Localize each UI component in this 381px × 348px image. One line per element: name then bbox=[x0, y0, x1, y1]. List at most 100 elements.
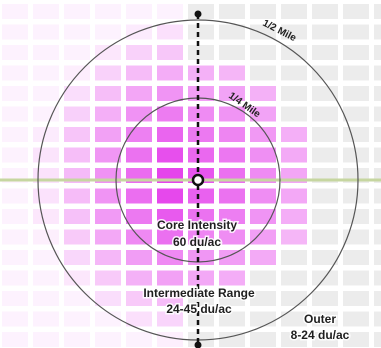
building-block bbox=[95, 250, 121, 265]
building-block bbox=[374, 270, 381, 286]
building-block bbox=[2, 45, 28, 60]
building-block bbox=[219, 229, 245, 245]
building-block bbox=[95, 209, 121, 224]
building-block bbox=[95, 291, 121, 306]
building-block bbox=[33, 127, 59, 142]
building-block bbox=[281, 65, 307, 81]
building-block bbox=[33, 24, 59, 40]
building-block bbox=[126, 45, 152, 60]
building-block bbox=[312, 86, 338, 101]
building-block bbox=[374, 311, 381, 327]
building-block bbox=[2, 250, 28, 265]
building-block bbox=[33, 229, 59, 245]
building-block bbox=[343, 86, 369, 101]
building-block bbox=[157, 229, 183, 245]
building-block bbox=[64, 106, 90, 122]
building-block bbox=[126, 188, 152, 204]
building-block bbox=[188, 250, 214, 265]
building-block bbox=[281, 209, 307, 224]
building-block bbox=[312, 209, 338, 224]
building-block bbox=[33, 291, 59, 306]
building-block bbox=[95, 188, 121, 204]
core-zone-density: 60 du/ac bbox=[173, 235, 221, 249]
building-block bbox=[281, 24, 307, 40]
building-block bbox=[312, 291, 338, 306]
building-block bbox=[157, 147, 183, 163]
building-block bbox=[2, 209, 28, 224]
building-block bbox=[343, 270, 369, 286]
building-block bbox=[157, 45, 183, 60]
building-block bbox=[250, 291, 276, 306]
building-block bbox=[219, 147, 245, 163]
building-block bbox=[374, 24, 381, 40]
building-block bbox=[281, 250, 307, 265]
building-block bbox=[250, 127, 276, 142]
building-block bbox=[343, 45, 369, 60]
building-block bbox=[33, 270, 59, 286]
building-block bbox=[64, 147, 90, 163]
intermediate-zone-density: 24-45 du/ac bbox=[166, 302, 232, 316]
building-block bbox=[312, 4, 338, 19]
building-block bbox=[157, 24, 183, 40]
building-block bbox=[250, 332, 276, 347]
building-block bbox=[374, 127, 381, 142]
building-block bbox=[219, 106, 245, 122]
building-block bbox=[33, 311, 59, 327]
building-block bbox=[95, 45, 121, 60]
building-block bbox=[126, 270, 152, 286]
building-block bbox=[2, 291, 28, 306]
building-block bbox=[250, 106, 276, 122]
building-block bbox=[2, 4, 28, 19]
building-block bbox=[343, 106, 369, 122]
building-block bbox=[374, 65, 381, 81]
building-block bbox=[157, 65, 183, 81]
building-block bbox=[343, 209, 369, 224]
building-block bbox=[157, 332, 183, 347]
building-block bbox=[126, 291, 152, 306]
building-block bbox=[343, 24, 369, 40]
building-block bbox=[64, 45, 90, 60]
building-block bbox=[33, 45, 59, 60]
building-block bbox=[219, 188, 245, 204]
building-block bbox=[188, 209, 214, 224]
building-block bbox=[64, 86, 90, 101]
building-block bbox=[312, 24, 338, 40]
building-block bbox=[64, 311, 90, 327]
building-block bbox=[343, 250, 369, 265]
building-block bbox=[250, 250, 276, 265]
building-block bbox=[64, 332, 90, 347]
building-block bbox=[157, 127, 183, 142]
building-block bbox=[126, 250, 152, 265]
building-block bbox=[33, 188, 59, 204]
building-block bbox=[374, 45, 381, 60]
building-block bbox=[219, 250, 245, 265]
building-block bbox=[219, 209, 245, 224]
building-block bbox=[33, 250, 59, 265]
building-block bbox=[374, 209, 381, 224]
building-block bbox=[2, 65, 28, 81]
building-block bbox=[126, 311, 152, 327]
building-block bbox=[95, 24, 121, 40]
building-block bbox=[188, 270, 214, 286]
block-grid bbox=[2, 4, 381, 347]
building-block bbox=[250, 188, 276, 204]
building-block bbox=[250, 65, 276, 81]
building-block bbox=[374, 106, 381, 122]
building-block bbox=[250, 86, 276, 101]
building-block bbox=[374, 86, 381, 101]
building-block bbox=[2, 106, 28, 122]
building-block bbox=[126, 332, 152, 347]
building-block bbox=[281, 127, 307, 142]
building-block bbox=[281, 147, 307, 163]
building-block bbox=[374, 168, 381, 183]
building-block bbox=[2, 311, 28, 327]
building-block bbox=[188, 127, 214, 142]
axis-bottom-dot bbox=[194, 341, 202, 348]
building-block bbox=[126, 86, 152, 101]
building-block bbox=[33, 86, 59, 101]
building-block bbox=[95, 229, 121, 245]
building-block bbox=[312, 127, 338, 142]
building-block bbox=[33, 4, 59, 19]
building-block bbox=[126, 106, 152, 122]
building-block bbox=[64, 209, 90, 224]
